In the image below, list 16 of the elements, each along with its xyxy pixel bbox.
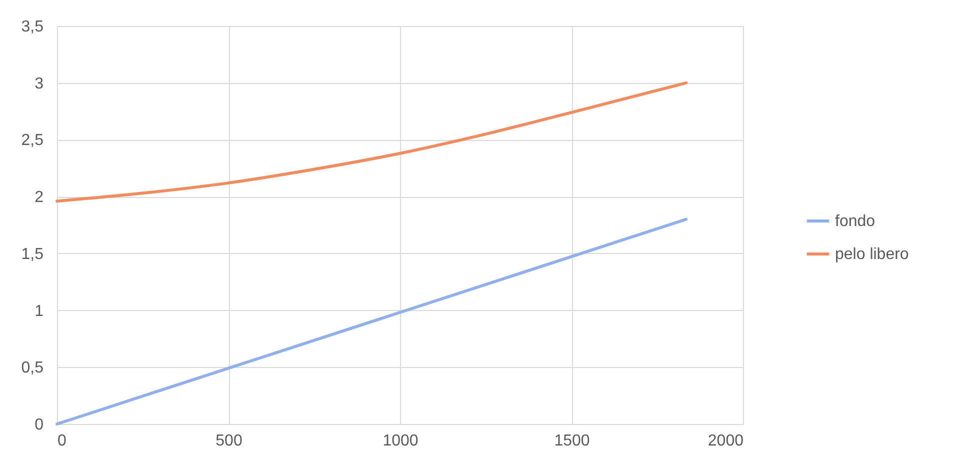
y-tick-label: 0	[34, 416, 44, 434]
x-tick-label: 1500	[554, 432, 590, 450]
x-tick-label: 1000	[382, 432, 418, 450]
x-tick-label: 500	[216, 432, 242, 450]
x-tick-label: 2000	[708, 432, 744, 450]
y-tick-label: 2,5	[21, 132, 44, 150]
legend-label: fondo	[835, 213, 876, 230]
line-series	[56, 81, 688, 203]
y-tick-label: 3	[34, 75, 44, 92]
y-tick-label: 0,5	[21, 360, 44, 377]
y-tick-label: 1	[34, 302, 44, 320]
y-tick-label: 2	[34, 189, 44, 206]
legend-label: pelo libero	[835, 246, 909, 263]
y-tick-label: 1,5	[21, 246, 44, 263]
y-tick-label: 3,5	[21, 18, 44, 36]
x-tick-label: 0	[58, 432, 66, 450]
